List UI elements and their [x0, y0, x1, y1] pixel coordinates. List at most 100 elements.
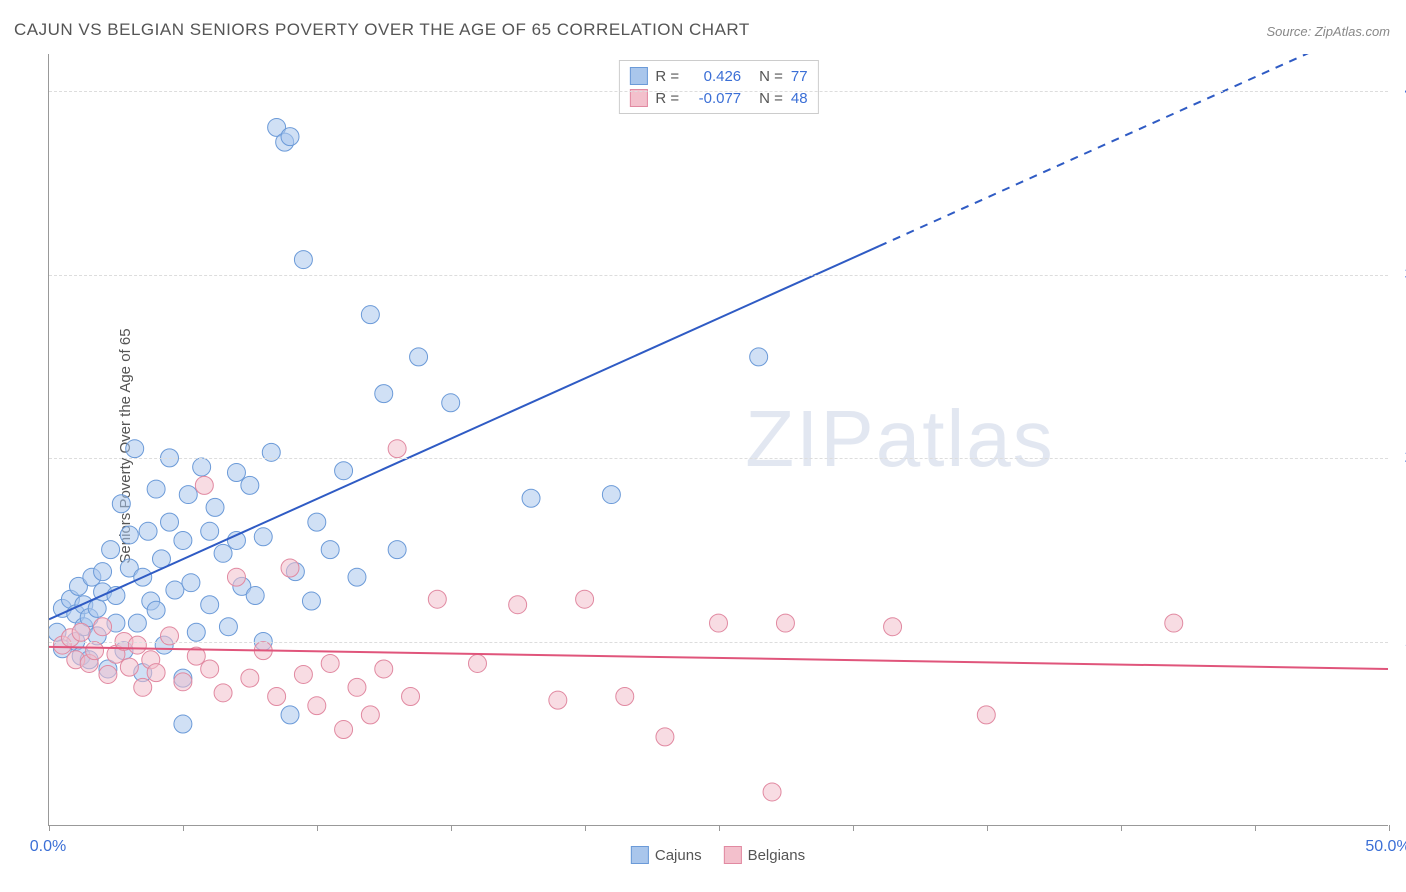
x-tick — [1255, 825, 1256, 831]
data-point — [72, 623, 90, 641]
data-point — [549, 691, 567, 709]
data-point — [193, 458, 211, 476]
data-point — [602, 486, 620, 504]
data-point — [388, 440, 406, 458]
data-point — [94, 618, 112, 636]
data-point — [281, 559, 299, 577]
data-point — [99, 665, 117, 683]
data-point — [977, 706, 995, 724]
data-point — [182, 574, 200, 592]
n-value: 77 — [791, 68, 808, 85]
data-point — [120, 658, 138, 676]
data-point — [321, 541, 339, 559]
data-point — [102, 541, 120, 559]
data-point — [179, 486, 197, 504]
data-point — [227, 568, 245, 586]
data-point — [776, 614, 794, 632]
data-point — [710, 614, 728, 632]
data-point — [166, 581, 184, 599]
data-point — [750, 348, 768, 366]
n-value: 48 — [791, 90, 808, 107]
x-tick — [853, 825, 854, 831]
x-tick — [49, 825, 50, 831]
data-point — [442, 394, 460, 412]
data-point — [201, 596, 219, 614]
data-point — [86, 642, 104, 660]
data-point — [281, 128, 299, 146]
data-point — [174, 531, 192, 549]
x-tick — [183, 825, 184, 831]
data-point — [227, 464, 245, 482]
data-point — [161, 513, 179, 531]
gridline — [49, 458, 1388, 459]
legend-swatch — [631, 846, 649, 864]
data-point — [268, 688, 286, 706]
data-point — [576, 590, 594, 608]
gridline — [49, 642, 1388, 643]
data-point — [147, 601, 165, 619]
x-tick-label: 0.0% — [30, 838, 66, 856]
legend-item: Cajuns — [631, 846, 702, 864]
data-point — [201, 660, 219, 678]
data-point — [214, 684, 232, 702]
n-label: N = — [759, 68, 783, 85]
r-label: R = — [655, 68, 679, 85]
trend-line-dashed — [879, 54, 1388, 246]
data-point — [1165, 614, 1183, 632]
data-point — [201, 522, 219, 540]
r-value: 0.426 — [687, 68, 741, 85]
legend-swatch — [724, 846, 742, 864]
data-point — [388, 541, 406, 559]
legend-swatch — [629, 67, 647, 85]
legend-label: Belgians — [748, 847, 806, 864]
data-point — [147, 480, 165, 498]
data-point — [254, 528, 272, 546]
series-legend: Cajuns Belgians — [631, 846, 805, 864]
data-point — [126, 440, 144, 458]
data-point — [187, 623, 205, 641]
source-label: Source: ZipAtlas.com — [1266, 24, 1390, 39]
trend-line — [49, 246, 879, 619]
data-point — [361, 306, 379, 324]
data-point — [302, 592, 320, 610]
data-point — [195, 476, 213, 494]
data-point — [94, 563, 112, 581]
data-point — [335, 462, 353, 480]
legend-label: Cajuns — [655, 847, 702, 864]
x-tick — [719, 825, 720, 831]
data-point — [321, 654, 339, 672]
data-point — [214, 544, 232, 562]
data-point — [88, 599, 106, 617]
trend-line — [49, 647, 1388, 669]
data-point — [246, 587, 264, 605]
data-point — [402, 688, 420, 706]
scatter-svg — [49, 54, 1388, 825]
r-value: -0.077 — [687, 90, 741, 107]
x-tick — [317, 825, 318, 831]
data-point — [656, 728, 674, 746]
data-point — [128, 636, 146, 654]
data-point — [174, 715, 192, 733]
data-point — [509, 596, 527, 614]
data-point — [294, 251, 312, 269]
x-tick — [1389, 825, 1390, 831]
chart-container: CAJUN VS BELGIAN SENIORS POVERTY OVER TH… — [0, 0, 1406, 892]
data-point — [120, 526, 138, 544]
data-point — [410, 348, 428, 366]
data-point — [348, 678, 366, 696]
data-point — [128, 614, 146, 632]
data-point — [174, 673, 192, 691]
data-point — [348, 568, 366, 586]
x-tick — [585, 825, 586, 831]
data-point — [147, 664, 165, 682]
data-point — [206, 498, 224, 516]
x-tick-label: 50.0% — [1365, 838, 1406, 856]
gridline — [49, 91, 1388, 92]
data-point — [616, 688, 634, 706]
data-point — [468, 654, 486, 672]
data-point — [139, 522, 157, 540]
data-point — [428, 590, 446, 608]
data-point — [219, 618, 237, 636]
data-point — [241, 476, 259, 494]
correlation-legend: R =0.426N =77R =-0.077N =48 — [618, 60, 818, 114]
